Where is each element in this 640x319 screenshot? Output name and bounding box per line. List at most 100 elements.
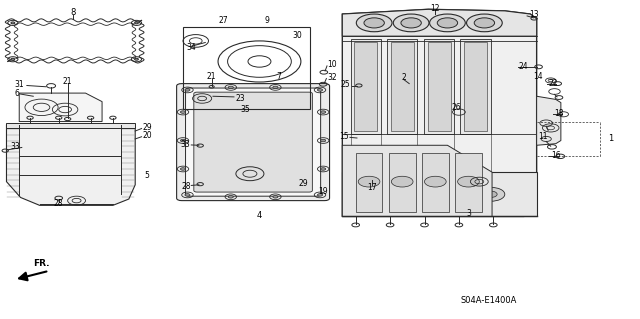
- Text: 12: 12: [430, 4, 440, 13]
- Bar: [387, 39, 417, 134]
- Text: 31: 31: [14, 80, 24, 89]
- Text: 16: 16: [551, 151, 561, 160]
- Text: 10: 10: [328, 60, 337, 69]
- Text: 19: 19: [318, 187, 328, 196]
- Text: 21: 21: [63, 77, 72, 85]
- Circle shape: [352, 191, 365, 197]
- Circle shape: [134, 58, 138, 60]
- Text: 21: 21: [207, 72, 216, 81]
- Circle shape: [424, 176, 446, 187]
- Circle shape: [185, 194, 190, 196]
- Bar: [422, 153, 449, 212]
- Circle shape: [185, 89, 190, 91]
- Circle shape: [228, 86, 234, 89]
- Text: 6: 6: [14, 89, 19, 98]
- Text: 22: 22: [548, 79, 557, 88]
- Text: 30: 30: [293, 31, 303, 40]
- Circle shape: [467, 14, 502, 32]
- Polygon shape: [342, 9, 537, 216]
- Circle shape: [401, 18, 421, 28]
- Bar: [391, 42, 413, 131]
- Text: FR.: FR.: [33, 259, 49, 268]
- Bar: [183, 27, 310, 109]
- Text: 20: 20: [143, 131, 152, 140]
- Circle shape: [317, 194, 323, 196]
- Text: 26: 26: [452, 103, 461, 112]
- Circle shape: [180, 139, 186, 142]
- Circle shape: [437, 18, 458, 28]
- Circle shape: [228, 196, 234, 198]
- Text: 8: 8: [70, 8, 76, 17]
- Circle shape: [11, 22, 15, 24]
- Bar: [464, 42, 487, 131]
- Circle shape: [180, 111, 186, 113]
- Bar: [342, 172, 537, 216]
- Text: S04A-E1400A: S04A-E1400A: [460, 296, 516, 305]
- Circle shape: [321, 111, 326, 113]
- Circle shape: [11, 58, 15, 60]
- Text: 28: 28: [54, 199, 63, 208]
- Circle shape: [392, 176, 413, 187]
- Circle shape: [474, 18, 495, 28]
- Text: 18: 18: [554, 109, 564, 118]
- Bar: [6, 123, 135, 128]
- Bar: [389, 153, 415, 212]
- Circle shape: [444, 187, 472, 201]
- Circle shape: [458, 176, 479, 187]
- Circle shape: [321, 139, 326, 142]
- Circle shape: [385, 191, 397, 197]
- FancyBboxPatch shape: [186, 88, 321, 196]
- Text: 14: 14: [534, 72, 543, 81]
- Circle shape: [484, 191, 497, 197]
- Bar: [460, 39, 491, 134]
- Circle shape: [418, 191, 431, 197]
- Circle shape: [378, 187, 405, 201]
- Circle shape: [358, 176, 380, 187]
- Text: 35: 35: [241, 105, 250, 114]
- Bar: [351, 39, 381, 134]
- Polygon shape: [342, 9, 537, 36]
- Text: 29: 29: [143, 123, 152, 132]
- Text: 7: 7: [276, 72, 281, 81]
- Polygon shape: [19, 93, 102, 122]
- Text: 3: 3: [466, 209, 471, 218]
- Text: 13: 13: [529, 11, 539, 19]
- Text: 4: 4: [256, 211, 262, 220]
- Text: 24: 24: [519, 62, 529, 71]
- Polygon shape: [342, 145, 492, 216]
- FancyBboxPatch shape: [194, 92, 312, 192]
- Text: 1: 1: [608, 134, 613, 144]
- Circle shape: [356, 14, 392, 32]
- Text: 29: 29: [299, 179, 308, 188]
- Polygon shape: [537, 96, 561, 145]
- Circle shape: [273, 196, 278, 198]
- Text: 27: 27: [218, 16, 228, 25]
- Text: 9: 9: [264, 16, 269, 25]
- Circle shape: [134, 22, 138, 24]
- Text: 32: 32: [328, 73, 337, 82]
- Circle shape: [429, 14, 465, 32]
- Text: 28: 28: [181, 182, 191, 191]
- Circle shape: [321, 168, 326, 170]
- Bar: [455, 153, 482, 212]
- Bar: [356, 153, 383, 212]
- Text: 2: 2: [402, 73, 406, 82]
- Polygon shape: [6, 125, 135, 205]
- FancyBboxPatch shape: [177, 84, 330, 201]
- Text: 34: 34: [186, 43, 196, 52]
- Text: 17: 17: [367, 182, 377, 191]
- Bar: [355, 42, 378, 131]
- Circle shape: [364, 18, 385, 28]
- Text: 5: 5: [145, 171, 150, 180]
- Text: 33: 33: [11, 142, 20, 151]
- Circle shape: [317, 89, 323, 91]
- Circle shape: [477, 187, 505, 201]
- Text: 15: 15: [339, 132, 349, 141]
- Circle shape: [394, 14, 429, 32]
- Text: 23: 23: [236, 94, 245, 103]
- Bar: [428, 42, 451, 131]
- Text: 11: 11: [539, 132, 548, 141]
- Circle shape: [344, 187, 372, 201]
- Circle shape: [410, 187, 438, 201]
- Text: 33: 33: [181, 140, 191, 149]
